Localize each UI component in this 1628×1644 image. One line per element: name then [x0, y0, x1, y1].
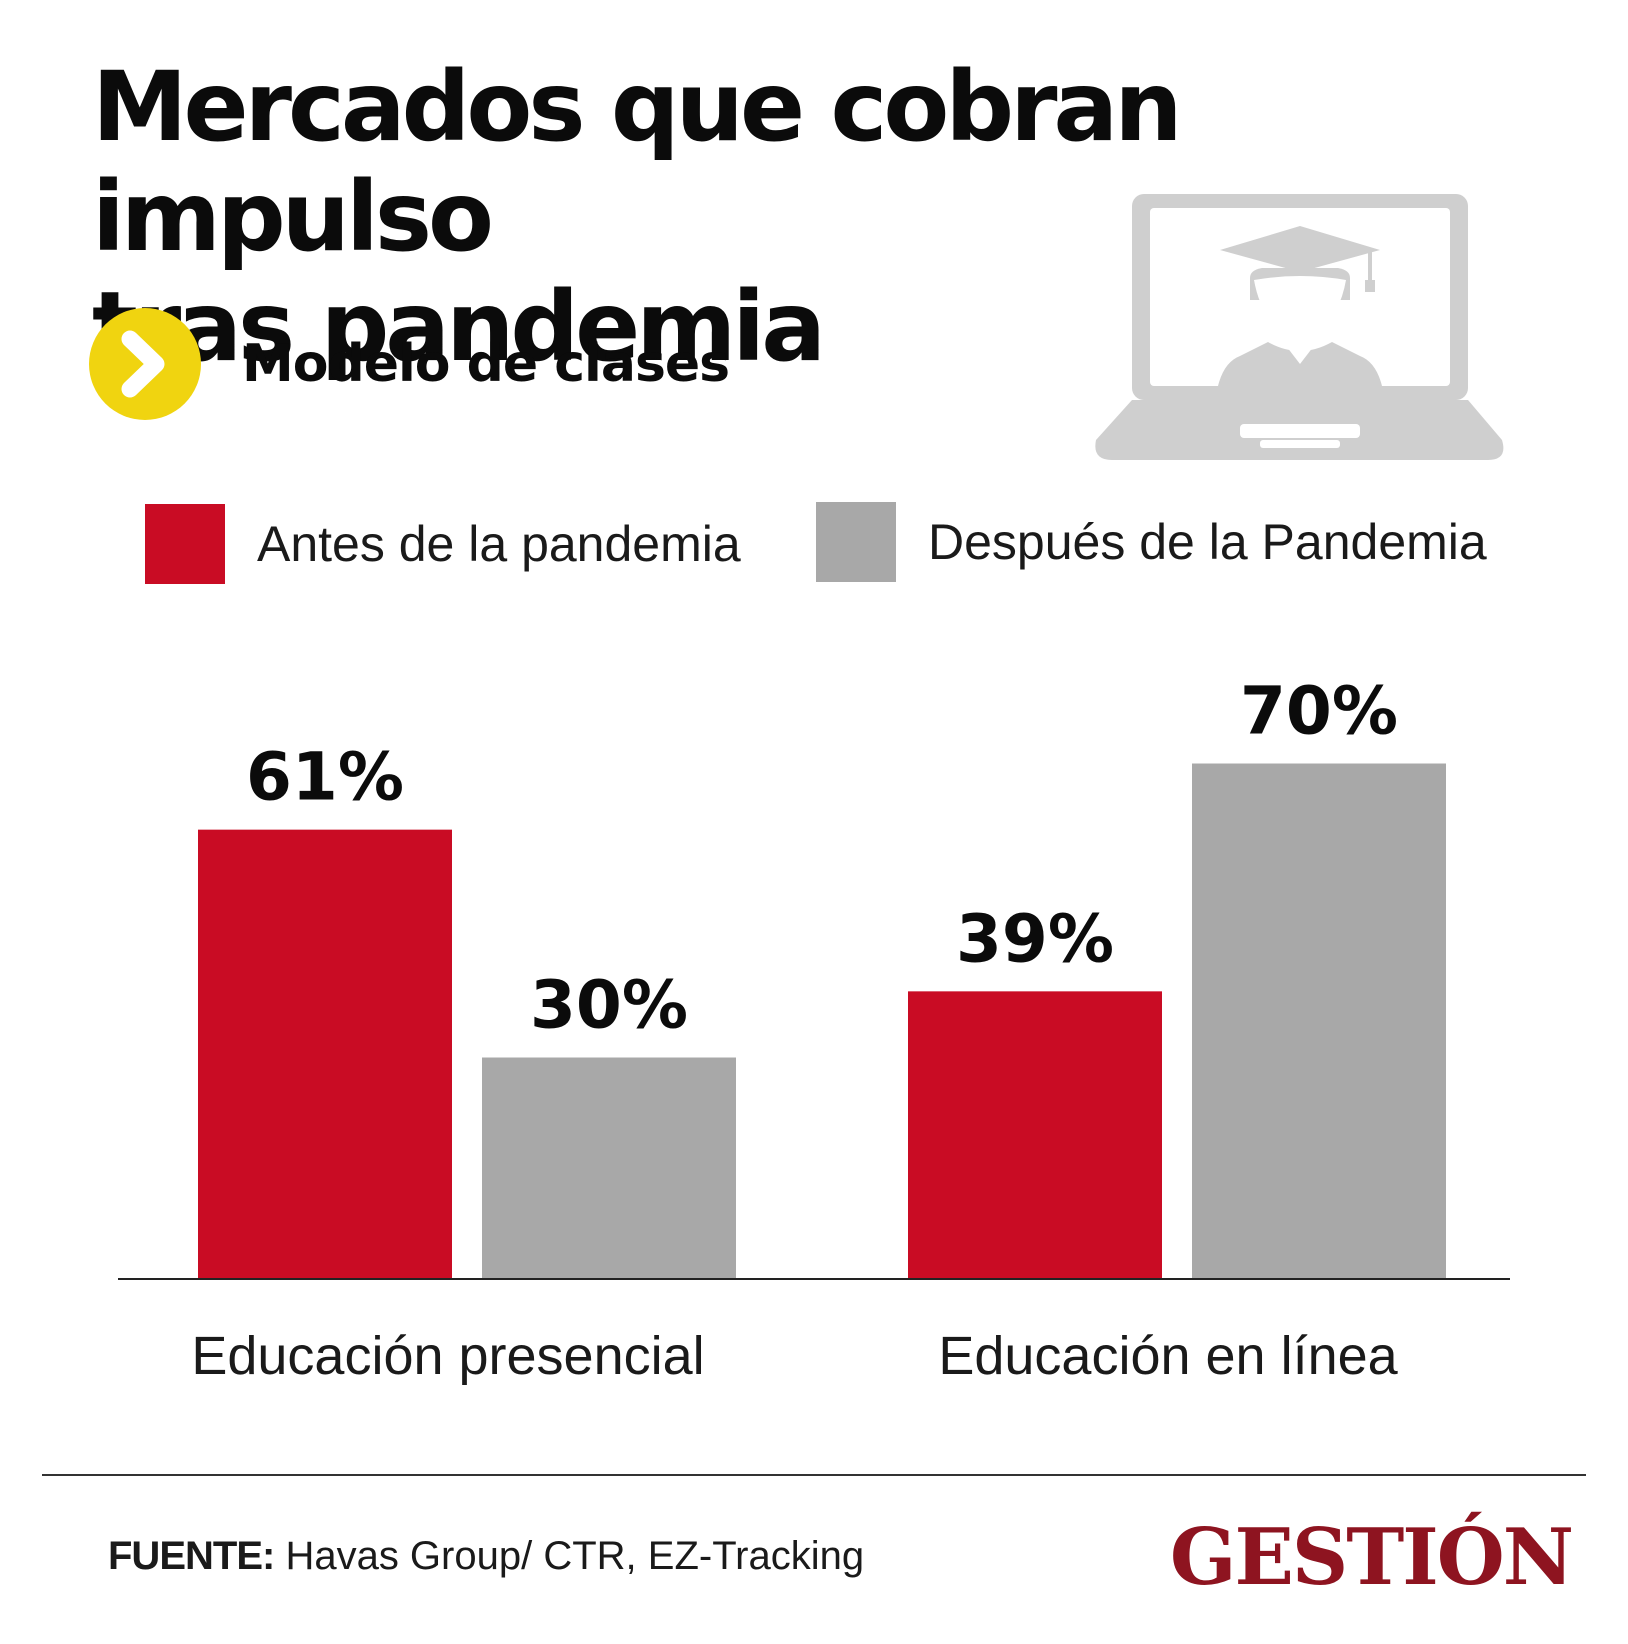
legend-swatch-despues: [816, 502, 896, 582]
subtitle-row: Modelo de clases: [86, 305, 730, 423]
data-label-antes-0: 61%: [246, 739, 404, 816]
bar-despues-0: [482, 1057, 736, 1278]
bar-antes-0: [198, 829, 452, 1278]
chevron-right-icon: [89, 308, 201, 420]
legend-label-antes: Antes de la pandemia: [257, 516, 741, 572]
subtitle: Modelo de clases: [242, 334, 730, 394]
data-label-antes-1: 39%: [956, 900, 1114, 977]
data-label-despues-1: 70%: [1240, 673, 1398, 750]
legend-label-despues: Después de la Pandemia: [928, 514, 1487, 570]
data-label-despues-0: 30%: [530, 967, 688, 1044]
title-line-1: Mercados que cobran impulso: [92, 51, 1183, 273]
brand-logo: GESTIÓN: [1169, 1512, 1574, 1603]
legend-item-despues: Después de la Pandemia: [816, 502, 1487, 582]
title-line-2: tras pandemia: [92, 271, 826, 383]
footer-divider: [42, 1474, 1586, 1476]
source-note: FUENTE: Havas Group/ CTR, EZ-Tracking: [108, 1534, 864, 1579]
legend-swatch-antes: [145, 504, 225, 584]
source-text: Havas Group/ CTR, EZ-Tracking: [274, 1534, 865, 1578]
chart-title: Mercados que cobran impulso tras pandemi…: [92, 52, 1432, 382]
laptop-graduate-icon: [1095, 194, 1504, 460]
legend: Antes de la pandemia Después de la Pande…: [0, 502, 1628, 592]
category-label-1: Educación en línea: [938, 1326, 1398, 1386]
bar-despues-1: [1192, 763, 1446, 1278]
bar-chart: 61% 30% Educación presencial 39% 70% Educació…: [118, 673, 1510, 1386]
category-label-0: Educación presencial: [191, 1326, 704, 1386]
legend-item-antes: Antes de la pandemia: [145, 504, 741, 584]
source-label: FUENTE:: [108, 1534, 275, 1578]
bar-antes-1: [908, 991, 1162, 1278]
